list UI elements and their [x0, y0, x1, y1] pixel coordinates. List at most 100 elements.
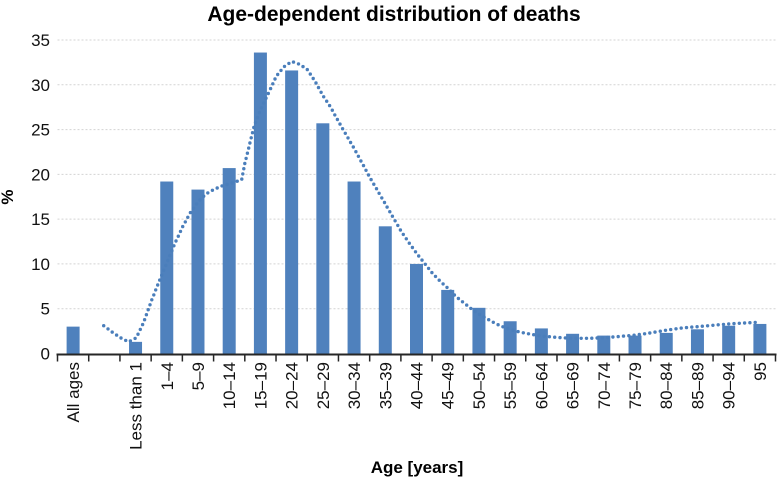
bar: [66, 326, 80, 354]
trend-dot: [124, 338, 128, 343]
x-tick-label: 25–29: [314, 362, 333, 409]
trend-dot: [521, 331, 525, 335]
trend-dot: [642, 332, 647, 336]
x-tick-label: 5–9: [189, 362, 208, 390]
trend-dot: [142, 318, 147, 322]
trend-dot: [437, 278, 441, 282]
x-tick-label: 20–24: [283, 362, 302, 409]
trend-dot: [433, 274, 438, 279]
trend-dot: [742, 321, 747, 325]
trend-dot: [140, 322, 145, 327]
trend-dot: [374, 187, 379, 191]
bar: [597, 335, 611, 354]
trend-dot: [653, 330, 657, 334]
trend-dot: [563, 336, 567, 340]
trend-dot: [732, 321, 736, 326]
trend-dot: [669, 327, 673, 332]
trend-dot: [496, 323, 500, 327]
x-tick-label: 30–34: [345, 362, 364, 409]
trend-dot: [558, 335, 562, 340]
trend-dot: [186, 215, 190, 219]
trend-dot: [225, 182, 229, 187]
y-tick-label: 15: [31, 210, 50, 229]
trend-dot: [296, 62, 301, 66]
trend-dot: [356, 154, 361, 158]
trend-dot: [469, 306, 473, 311]
x-tick-label: 40–44: [408, 362, 427, 409]
x-tick-label: 55–59: [501, 362, 520, 409]
trend-dot: [380, 196, 384, 200]
trend-dot: [287, 61, 291, 66]
trend-dot: [753, 320, 757, 325]
trend-dot: [188, 210, 193, 215]
trend-dot: [194, 202, 199, 206]
trend-dot: [156, 283, 160, 287]
trend-dot: [369, 177, 373, 182]
trend-dot: [178, 229, 183, 234]
bar: [378, 226, 392, 354]
trend-dot: [501, 325, 505, 329]
trend-dot: [170, 249, 174, 253]
trend-dot: [257, 110, 261, 115]
y-tick-label: 0: [41, 345, 50, 364]
trend-dot: [456, 296, 461, 301]
trend-dot: [314, 81, 318, 85]
bar: [129, 341, 143, 354]
x-tick-label: 60–64: [532, 362, 551, 409]
trend-dot: [338, 122, 342, 126]
trend-dot: [590, 336, 594, 340]
trend-dot: [511, 328, 515, 332]
trend-line: [102, 60, 757, 343]
trend-dot: [385, 205, 389, 209]
x-tick-label: 15–19: [251, 362, 270, 409]
trend-dot: [160, 273, 164, 277]
trend-dot: [705, 324, 710, 328]
trend-dot: [700, 324, 704, 328]
trend-dot: [262, 101, 266, 105]
trend-dot: [133, 336, 137, 341]
trend-dot: [377, 191, 381, 195]
bar: [285, 70, 299, 354]
trend-dot: [191, 206, 196, 210]
x-tick-label: 90–94: [720, 362, 739, 409]
trend-dot: [325, 99, 329, 103]
x-tick-label: 35–39: [376, 362, 395, 409]
trend-dot: [242, 167, 246, 171]
trend-dot: [148, 303, 152, 307]
trend-dot: [154, 288, 158, 292]
trend-dot: [340, 127, 345, 131]
trend-dot: [235, 179, 239, 183]
trend-dot: [430, 270, 434, 275]
trend-dot: [172, 244, 176, 248]
trend-dot: [716, 323, 720, 327]
trend-dot: [574, 336, 578, 340]
bar: [222, 168, 236, 354]
trend-dot: [252, 125, 256, 130]
x-tick-label: All ages: [64, 362, 83, 422]
trend-dot: [348, 140, 353, 145]
trend-dot: [271, 82, 275, 86]
trend-dot: [407, 241, 411, 245]
trend-dot: [255, 115, 260, 120]
trend-dot: [553, 335, 557, 339]
trend-dot: [606, 335, 610, 340]
y-tick-label: 5: [41, 300, 50, 319]
trend-dot: [335, 117, 340, 122]
bar: [472, 307, 486, 354]
trend-dot: [452, 293, 457, 297]
bar: [753, 323, 767, 354]
trend-dot: [266, 91, 270, 96]
trend-dot: [637, 332, 641, 337]
trend-dot: [249, 136, 253, 140]
bar: [659, 332, 673, 354]
y-tick-label: 20: [31, 165, 50, 184]
trend-dot: [128, 339, 133, 343]
trend-dot: [176, 234, 180, 238]
trend-dot: [343, 131, 347, 135]
trend-dot: [627, 334, 631, 338]
trend-dot: [516, 329, 520, 334]
x-tick-label: 50–54: [470, 362, 489, 409]
trend-dot: [198, 198, 202, 202]
x-tick-label: 85–89: [688, 362, 707, 409]
trend-dot: [308, 72, 312, 76]
